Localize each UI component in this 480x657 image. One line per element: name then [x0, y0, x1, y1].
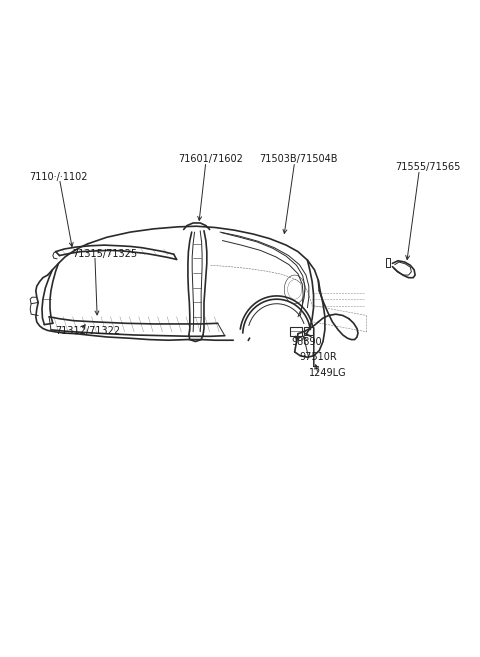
Bar	[304, 327, 312, 335]
Text: 71601/71602: 71601/71602	[179, 154, 243, 164]
Text: 71312/71322: 71312/71322	[56, 326, 121, 336]
Text: 71555/71565: 71555/71565	[395, 162, 460, 172]
Text: 1249LG: 1249LG	[309, 368, 347, 378]
Bar	[290, 327, 302, 336]
Text: 71315/71325: 71315/71325	[72, 248, 138, 259]
Text: 71503B/71504B: 71503B/71504B	[259, 154, 337, 164]
Text: 97510R: 97510R	[300, 351, 337, 361]
Text: 7110·/·1102: 7110·/·1102	[29, 171, 87, 182]
Text: 98890: 98890	[292, 336, 323, 346]
